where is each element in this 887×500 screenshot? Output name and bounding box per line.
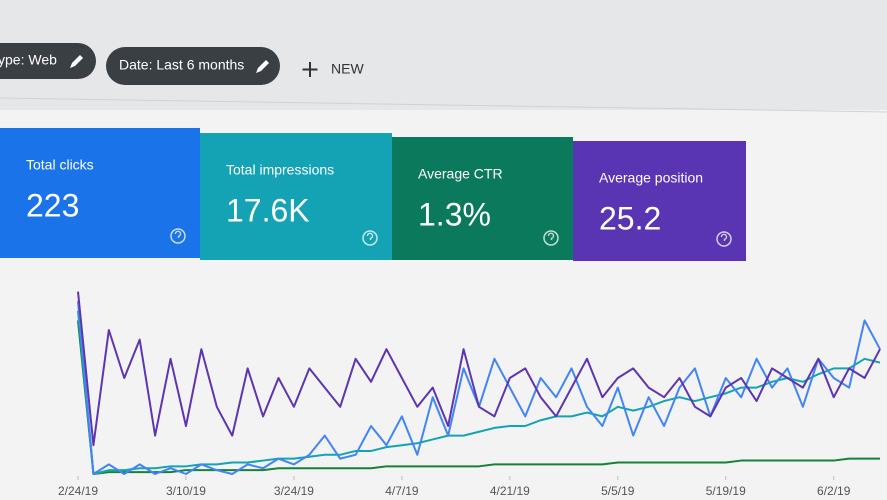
x-tick-label: 5/19/19 <box>706 484 746 498</box>
filter-chip[interactable] <box>106 47 280 85</box>
x-tick-label: 2/24/19 <box>58 484 98 498</box>
x-tick-label: 4/21/19 <box>490 484 530 498</box>
metric-label: Total impressions <box>226 162 334 178</box>
x-tick-label: 4/7/19 <box>385 484 419 498</box>
metric-value: 223 <box>26 187 79 223</box>
help-icon-glyph <box>174 230 182 238</box>
metric-card <box>392 137 573 260</box>
x-tick-label: 3/24/19 <box>274 484 314 498</box>
help-icon-glyph <box>720 233 728 241</box>
metric-label: Total clicks <box>26 157 94 173</box>
x-tick-label: 3/10/19 <box>166 484 206 498</box>
divider <box>0 97 887 113</box>
help-icon <box>170 228 186 244</box>
edit-icon <box>70 55 83 68</box>
x-tick-label: 6/2/19 <box>817 484 851 498</box>
edit-icon <box>256 60 269 73</box>
help-icon-glyph <box>366 232 374 240</box>
series-line <box>77 320 880 475</box>
filter-chip[interactable] <box>0 43 96 79</box>
help-icon-glyph <box>547 232 555 240</box>
filter-label: ype: Web <box>0 52 57 68</box>
metric-value: 17.6K <box>226 192 310 228</box>
help-icon <box>543 230 559 246</box>
new-button[interactable]: NEW <box>331 61 364 77</box>
metric-label: Average position <box>599 170 703 186</box>
help-icon <box>716 231 732 247</box>
series-line <box>77 291 881 447</box>
series-line <box>77 310 881 475</box>
metric-card <box>200 133 392 260</box>
plus-icon[interactable] <box>302 62 318 77</box>
metric-value: 25.2 <box>599 200 661 236</box>
metric-card <box>0 128 200 258</box>
filter-label: Date: Last 6 months <box>119 57 244 73</box>
metric-label: Average CTR <box>418 166 503 182</box>
x-tick-label: 5/5/19 <box>601 484 635 498</box>
help-icon <box>362 230 378 246</box>
metric-value: 1.3% <box>418 196 491 232</box>
